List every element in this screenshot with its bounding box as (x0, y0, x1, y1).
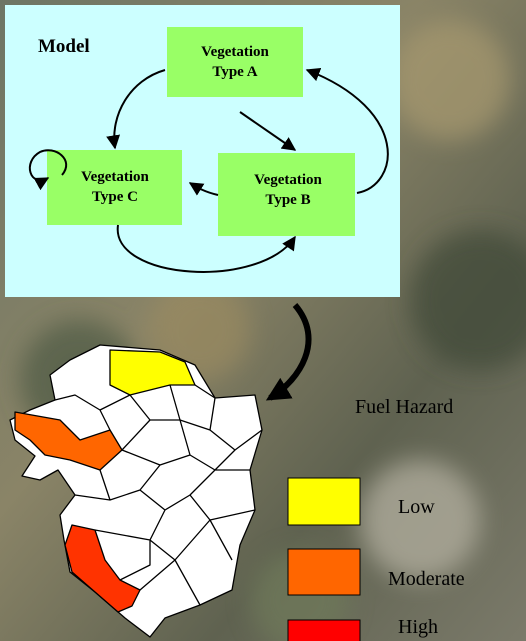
legend-swatch (288, 620, 360, 641)
node-label: Type A (212, 64, 257, 80)
node: Vegetation Type C (47, 150, 182, 225)
legend-label: Low (398, 496, 435, 518)
node-label: Vegetation (81, 169, 149, 185)
model-title: Model (38, 36, 90, 57)
legend-swatch (288, 478, 360, 525)
node: Vegetation Type A (167, 27, 303, 97)
node-label: Type B (265, 192, 310, 208)
node-label: Vegetation (254, 172, 322, 188)
legend-label: High (398, 616, 438, 638)
page: Model Vegetation Type A Vegetation Type … (0, 0, 526, 641)
legend-title: Fuel Hazard (355, 396, 453, 418)
legend-swatch (288, 549, 360, 595)
scene: Model Vegetation Type A Vegetation Type … (0, 0, 526, 641)
node-label: Type C (92, 189, 138, 205)
legend-label: Moderate (388, 568, 465, 590)
node-label: Vegetation (201, 44, 269, 60)
node: Vegetation Type B (218, 153, 355, 236)
